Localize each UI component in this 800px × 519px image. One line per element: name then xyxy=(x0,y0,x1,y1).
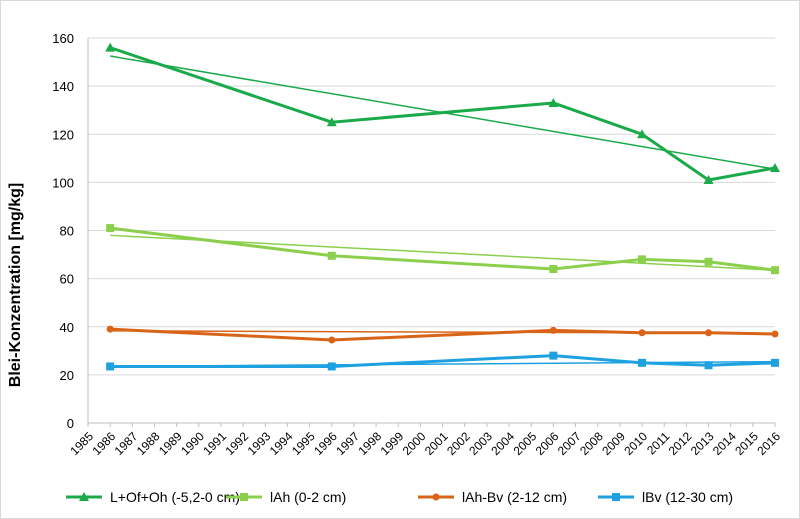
x-tick-label: 2003 xyxy=(466,429,495,458)
data-point xyxy=(705,329,713,337)
x-tick-label: 1987 xyxy=(112,429,141,458)
series-3 xyxy=(106,351,779,371)
legend-item: lAh (0-2 cm) xyxy=(226,489,346,505)
series-2 xyxy=(106,325,779,344)
data-point xyxy=(79,492,89,501)
x-tick-label: 1995 xyxy=(289,429,318,458)
data-point xyxy=(432,493,440,501)
x-tick-label: 2006 xyxy=(533,429,562,458)
data-point xyxy=(549,265,558,273)
data-point xyxy=(638,358,647,367)
legend-label: L+Of+Oh (-5,2-0 cm) xyxy=(110,489,240,505)
y-tick-label: 160 xyxy=(52,31,74,46)
x-tick-label: 2007 xyxy=(555,429,584,458)
y-tick-label: 20 xyxy=(60,368,74,383)
data-point xyxy=(704,257,713,266)
x-tick-label: 1988 xyxy=(134,429,163,458)
series-layer xyxy=(105,42,780,371)
data-point xyxy=(703,174,714,184)
data-point xyxy=(106,224,115,233)
data-point xyxy=(240,493,248,501)
x-tick-label: 2005 xyxy=(511,429,540,458)
y-tick-label: 40 xyxy=(60,320,74,335)
gridlines xyxy=(87,37,775,424)
x-tick-label: 2010 xyxy=(621,429,650,458)
y-tick-label: 80 xyxy=(60,224,74,239)
data-point xyxy=(637,129,648,139)
x-tick-label: 2001 xyxy=(422,429,451,458)
series-line xyxy=(109,46,776,182)
legend-item: L+Of+Oh (-5,2-0 cm) xyxy=(66,489,240,505)
series-0 xyxy=(105,42,780,184)
legend-item: lAh-Bv (2-12 cm) xyxy=(418,489,567,505)
x-tick-label: 1989 xyxy=(156,429,185,458)
x-tick-label: 2004 xyxy=(488,429,517,458)
data-point xyxy=(771,358,779,367)
y-tick-label: 140 xyxy=(52,79,74,94)
data-point xyxy=(328,336,336,344)
data-point xyxy=(704,361,713,370)
x-tick-label: 1985 xyxy=(67,429,96,458)
data-point xyxy=(326,117,337,127)
x-tick-label: 1997 xyxy=(333,429,362,458)
x-tick-label: 1992 xyxy=(222,429,251,458)
legend: L+Of+Oh (-5,2-0 cm) lAh (0-2 cm) lAh-Bv (2… xyxy=(66,489,733,505)
data-point xyxy=(771,266,779,275)
legend-label: lAh-Bv (2-12 cm) xyxy=(462,489,567,505)
x-tick-label: 1991 xyxy=(200,429,229,458)
x-tick-label: 2016 xyxy=(754,429,783,458)
data-point xyxy=(770,162,780,172)
data-point xyxy=(327,251,336,260)
y-axis-label: Blei-Konzentration [mg/kg] xyxy=(7,183,24,387)
legend-label: lAh (0-2 cm) xyxy=(270,489,346,505)
y-tick-labels: 0 20 40 60 80 100 120 140 160 xyxy=(52,31,74,431)
x-tick-label: 2014 xyxy=(710,429,739,458)
x-tick-label: 1996 xyxy=(311,429,340,458)
x-tick-label: 1990 xyxy=(178,429,207,458)
x-tick-label: 1994 xyxy=(267,429,296,458)
x-tick-label: 2013 xyxy=(688,429,717,458)
x-tick-label: 2002 xyxy=(444,429,473,458)
x-tick-label: 2011 xyxy=(644,429,672,457)
series-1 xyxy=(106,224,779,275)
data-point xyxy=(638,255,647,264)
x-tick-labels: 1985198619871988198919901991199219931994… xyxy=(67,423,783,458)
y-tick-label: 60 xyxy=(60,272,74,287)
data-point xyxy=(549,326,557,334)
x-tick-label: 1993 xyxy=(245,429,274,458)
y-tick-label: 0 xyxy=(67,416,74,431)
data-point xyxy=(638,329,646,337)
x-tick-label: 1998 xyxy=(355,429,384,458)
x-tick-label: 1986 xyxy=(90,429,119,458)
data-point xyxy=(105,42,116,52)
data-point xyxy=(106,325,114,333)
data-point xyxy=(327,362,336,371)
legend-item: lBv (12-30 cm) xyxy=(598,489,733,505)
data-point xyxy=(549,351,558,360)
y-tick-label: 100 xyxy=(52,175,74,190)
x-tick-label: 2009 xyxy=(599,429,628,458)
x-tick-label: 2000 xyxy=(400,429,429,458)
data-point xyxy=(771,330,779,338)
data-point xyxy=(106,362,115,371)
legend-label: lBv (12-30 cm) xyxy=(642,489,733,505)
x-tick-label: 1999 xyxy=(378,429,407,458)
x-tick-label: 2008 xyxy=(577,429,606,458)
y-tick-label: 120 xyxy=(52,127,74,142)
x-tick-label: 2015 xyxy=(732,429,761,458)
data-point xyxy=(548,97,559,107)
series-line xyxy=(110,354,776,368)
series-line xyxy=(110,327,776,342)
series-line xyxy=(109,226,776,272)
x-tick-label: 2012 xyxy=(666,429,695,458)
data-point xyxy=(612,493,620,501)
